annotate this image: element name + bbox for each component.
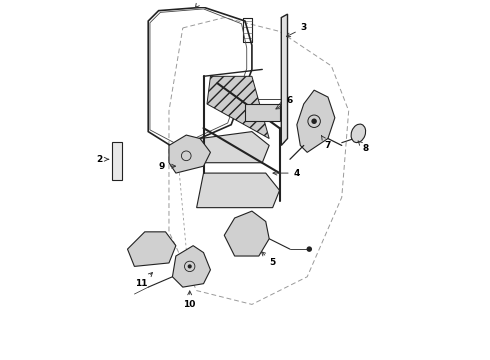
Text: 2: 2 xyxy=(97,155,109,164)
Polygon shape xyxy=(127,232,176,266)
Polygon shape xyxy=(193,132,269,163)
Circle shape xyxy=(311,118,317,124)
Text: 6: 6 xyxy=(276,96,293,109)
Polygon shape xyxy=(297,90,335,152)
Polygon shape xyxy=(224,211,269,256)
Text: 1: 1 xyxy=(196,0,207,8)
Polygon shape xyxy=(196,173,280,208)
Text: 10: 10 xyxy=(184,291,196,309)
Polygon shape xyxy=(207,76,269,139)
Ellipse shape xyxy=(351,124,366,143)
Bar xyxy=(245,104,280,121)
Text: 11: 11 xyxy=(135,273,152,288)
Text: 4: 4 xyxy=(273,168,300,177)
Circle shape xyxy=(188,264,192,269)
Text: 9: 9 xyxy=(159,162,175,171)
Polygon shape xyxy=(281,14,288,145)
Text: 5: 5 xyxy=(262,252,276,267)
Text: 8: 8 xyxy=(358,141,369,153)
Circle shape xyxy=(307,246,312,252)
Bar xyxy=(112,142,122,180)
Text: 7: 7 xyxy=(321,136,331,150)
Polygon shape xyxy=(169,135,210,173)
Polygon shape xyxy=(172,246,210,287)
Text: 3: 3 xyxy=(286,23,307,37)
